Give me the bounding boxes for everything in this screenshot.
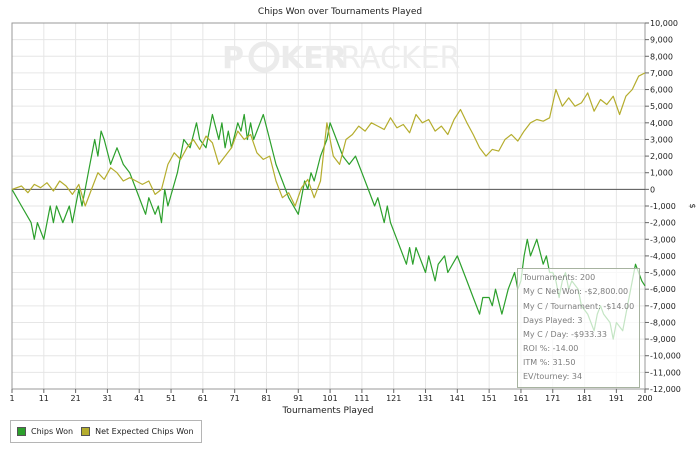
legend-label: Chips Won: [31, 427, 74, 436]
x-tick-label: 111: [354, 394, 369, 403]
y-tick-label: 1,000: [650, 169, 673, 178]
tooltip-row: My C / Tournament: -$14.00: [523, 302, 635, 311]
x-axis-label: Tournaments Played: [281, 406, 373, 416]
y-tick-label: -7,000: [650, 302, 676, 311]
y-tick-label: 3,000: [650, 135, 673, 144]
y-tick-label: -11,000: [650, 368, 681, 377]
x-tick-label: 101: [322, 394, 337, 403]
x-axis: 1 11 21 31 41 51 61 71 81 91 101 111 121 131 141 151 161…: [9, 389, 653, 403]
x-tick-label: 200: [637, 394, 652, 403]
legend-swatch: [17, 427, 26, 436]
x-tick-label: 141: [450, 394, 465, 403]
tooltip-row: Days Played: 3: [523, 316, 583, 325]
x-tick-label: 191: [609, 394, 624, 403]
y-axis-label: $: [688, 203, 697, 208]
y-tick-label: -9,000: [650, 335, 676, 344]
tooltip-row: My C Net Won: -$2,800.00: [523, 287, 629, 296]
watermark-text-right: KER: [280, 41, 347, 76]
x-tick-label: 71: [230, 394, 240, 403]
y-tick-label: 9,000: [650, 36, 673, 45]
x-tick-label: 31: [102, 394, 112, 403]
y-tick-label: -4,000: [650, 252, 676, 261]
y-tick-label: 4,000: [650, 119, 673, 128]
x-tick-label: 171: [545, 394, 560, 403]
watermark-text-tracker: TRACKER: [321, 41, 460, 76]
legend-item-chips-won[interactable]: Chips Won: [17, 427, 73, 436]
y-tick-label: 7,000: [650, 69, 673, 78]
chart-title: Chips Won over Tournaments Played: [258, 7, 422, 17]
y-tick-label: 10,000: [650, 19, 678, 28]
series-line-1: [11, 72, 646, 207]
x-tick-label: 1: [9, 394, 14, 403]
watermark-text-left: P: [222, 41, 244, 76]
x-tick-label: 181: [577, 394, 592, 403]
x-tick-label: 151: [481, 394, 496, 403]
y-tick-label: 0: [650, 185, 655, 194]
y-tick-label: 5,000: [650, 102, 673, 111]
tooltip-row: EV/tourney: 34: [523, 372, 583, 381]
x-tick-label: 61: [198, 394, 208, 403]
y-tick-label: -5,000: [650, 269, 676, 278]
y-tick-label: -2,000: [650, 219, 676, 228]
chart: Chips Won over Tournaments Played P KER …: [9, 7, 697, 416]
y-tick-label: 2,000: [650, 152, 673, 161]
y-tick-label: 6,000: [650, 86, 673, 95]
y-tick-label: -1,000: [650, 202, 676, 211]
tooltip-row: ITM %: 31.50: [523, 358, 576, 367]
tooltip-row: My C / Day: -$933.33: [523, 330, 607, 339]
y-tick-label: 8,000: [650, 52, 673, 61]
x-tick-label: 41: [134, 394, 144, 403]
y-tick-label: -8,000: [650, 318, 676, 327]
watermark: P KER TRACKER: [222, 41, 460, 76]
x-tick-label: 131: [418, 394, 433, 403]
y-tick-label: -12,000: [650, 385, 681, 394]
watermark-chip-icon: [248, 41, 280, 73]
x-tick-label: 11: [39, 394, 49, 403]
x-tick-label: 91: [293, 394, 303, 403]
legend-swatch: [81, 427, 91, 436]
x-tick-label: 51: [166, 394, 176, 403]
legend: Chips Won Net Expected Chips Won: [10, 420, 202, 443]
tooltip-row: ROI %: -14.00: [523, 344, 579, 353]
y-tick-label: -10,000: [650, 352, 681, 361]
y-axis: 10,000 9,000 8,000 7,000 6,000 5,000 4,000 3,00…: [645, 19, 681, 394]
x-tick-label: 81: [261, 394, 271, 403]
legend-label: Net Expected Chips Won: [95, 427, 194, 436]
x-tick-label: 21: [71, 394, 81, 403]
x-tick-label: 161: [513, 394, 528, 403]
tooltip-row: Tournaments: 200: [523, 273, 596, 282]
x-tick-label: 121: [386, 394, 401, 403]
y-tick-label: -6,000: [650, 285, 676, 294]
tooltip-panel: Tournaments: 200 My C Net Won: -$2,800.0…: [517, 268, 640, 388]
y-tick-label: -3,000: [650, 235, 676, 244]
legend-item-net-expected[interactable]: Net Expected Chips Won: [81, 427, 194, 436]
